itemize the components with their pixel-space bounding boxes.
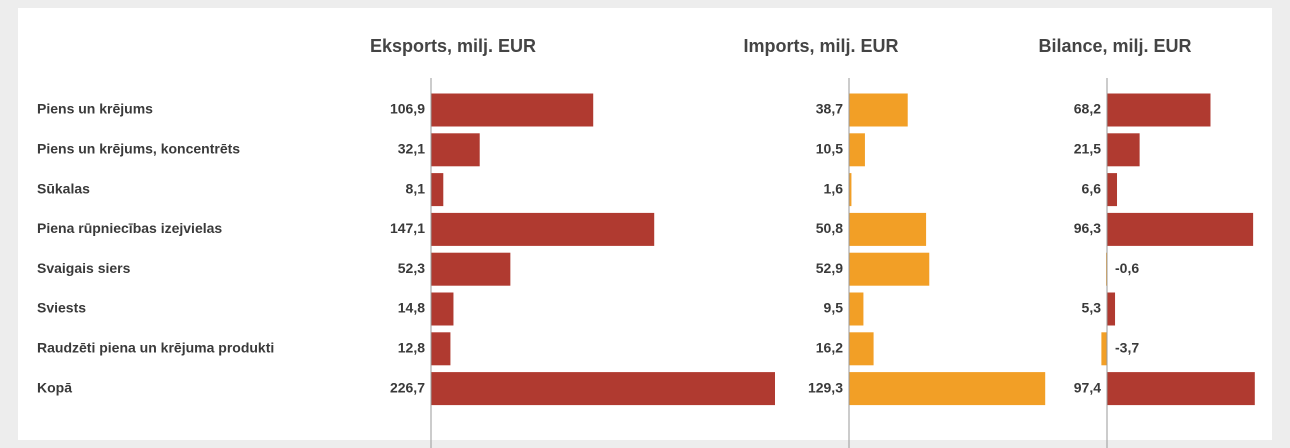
bar (849, 133, 865, 167)
category-label: Kopā (37, 379, 72, 395)
bar (849, 93, 908, 127)
bar (1101, 332, 1107, 366)
bar (431, 332, 451, 366)
value-label: 1,6 (824, 180, 844, 196)
category-label: Piens un krējums (37, 101, 153, 117)
value-label: 21,5 (1074, 141, 1101, 157)
value-label: 8,1 (406, 180, 426, 196)
category-label: Raudzēti piena un krējuma produkti (37, 340, 274, 356)
value-label: 14,8 (398, 300, 425, 316)
category-label: Piens un krējums, koncentrēts (37, 141, 240, 157)
bar (849, 212, 927, 246)
bar (431, 173, 444, 207)
bar (431, 93, 594, 127)
category-label: Piena rūpniecības izejvielas (37, 220, 222, 236)
value-label: 6,6 (1082, 180, 1102, 196)
value-label: 52,9 (816, 260, 843, 276)
panel-title: Bilance, milj. EUR (1038, 36, 1191, 56)
panel-title: Imports, milj. EUR (743, 36, 898, 56)
bar (1107, 212, 1254, 246)
value-label: 38,7 (816, 101, 843, 117)
bar (849, 173, 852, 207)
value-label: -0,6 (1115, 260, 1139, 276)
value-label: 226,7 (390, 379, 425, 395)
bar (1107, 93, 1211, 127)
value-label: 106,9 (390, 101, 425, 117)
bar (1107, 372, 1255, 406)
value-label: 12,8 (398, 340, 425, 356)
bar (1107, 292, 1116, 326)
value-label: 5,3 (1082, 300, 1102, 316)
category-label: Sūkalas (37, 180, 90, 196)
bar (849, 292, 864, 326)
bar (849, 372, 1046, 406)
bar (1107, 173, 1118, 207)
value-label: 68,2 (1074, 101, 1101, 117)
bar (849, 332, 874, 366)
bar (431, 252, 511, 286)
value-label: 52,3 (398, 260, 425, 276)
value-label: 129,3 (808, 379, 843, 395)
value-label: 97,4 (1074, 379, 1101, 395)
value-label: 9,5 (824, 300, 844, 316)
category-label: Sviests (37, 300, 86, 316)
bar (431, 133, 480, 167)
value-label: 32,1 (398, 141, 425, 157)
value-label: 10,5 (816, 141, 843, 157)
value-label: 50,8 (816, 220, 843, 236)
bar (1107, 133, 1140, 167)
panel-title: Eksports, milj. EUR (370, 36, 536, 56)
bar (431, 372, 775, 406)
value-label: 147,1 (390, 220, 425, 236)
value-label: 96,3 (1074, 220, 1101, 236)
bar (431, 292, 454, 326)
bar (849, 252, 930, 286)
bar (431, 212, 655, 246)
value-label: 16,2 (816, 340, 843, 356)
category-label: Svaigais siers (37, 260, 131, 276)
value-label: -3,7 (1115, 340, 1139, 356)
